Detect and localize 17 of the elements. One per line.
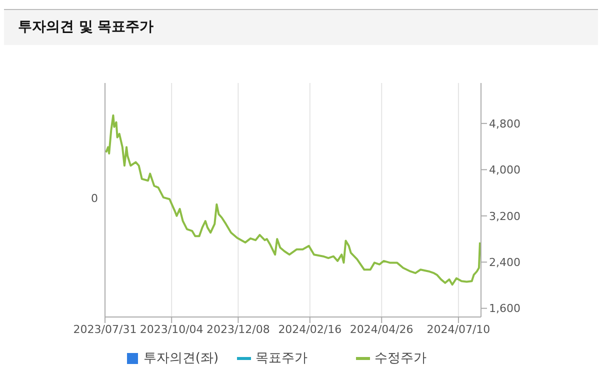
legend-label: 목표주가 xyxy=(256,350,308,367)
x-tick-label: 2023/07/31 xyxy=(73,322,137,336)
x-tick-label: 2023/10/04 xyxy=(140,322,204,336)
x-tick-label: 2024/02/16 xyxy=(278,322,342,336)
legend-label: 투자의견(좌) xyxy=(143,350,219,367)
x-tick-label: 2024/04/26 xyxy=(350,322,414,336)
y2-tick-label: 3,200 xyxy=(489,210,520,223)
y2-tick-label: 4,800 xyxy=(489,117,520,130)
text: 0 xyxy=(90,192,98,205)
chart-title: 투자의견 및 목표주가 xyxy=(4,9,598,45)
legend-label: 수정주가 xyxy=(374,350,427,367)
y2-tick-label: 4,000 xyxy=(489,164,520,177)
y2-tick-label: 1,600 xyxy=(489,302,520,316)
line-series xyxy=(105,114,481,286)
y2-tick-label: 2,400 xyxy=(489,256,520,270)
x-tick-label: 2024/07/10 xyxy=(426,322,490,336)
x-tick-label: 2023/12/08 xyxy=(206,322,270,336)
